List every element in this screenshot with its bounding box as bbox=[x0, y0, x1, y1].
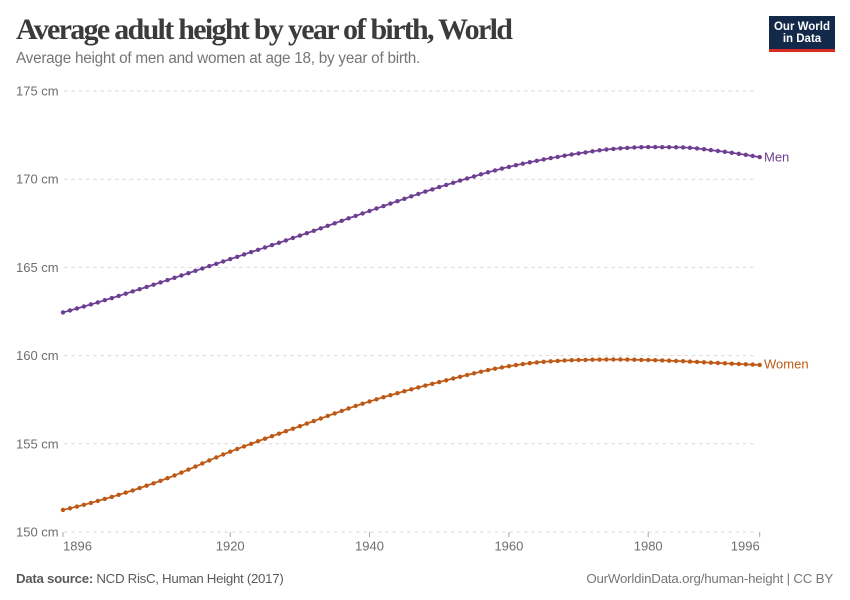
svg-text:1980: 1980 bbox=[634, 539, 663, 554]
svg-text:1896: 1896 bbox=[63, 539, 92, 554]
svg-text:150 cm: 150 cm bbox=[16, 525, 59, 540]
svg-text:165 cm: 165 cm bbox=[16, 260, 59, 275]
svg-text:1996: 1996 bbox=[731, 539, 760, 554]
svg-text:1960: 1960 bbox=[494, 539, 523, 554]
svg-text:1920: 1920 bbox=[216, 539, 245, 554]
svg-text:1940: 1940 bbox=[355, 539, 384, 554]
svg-text:175 cm: 175 cm bbox=[16, 84, 59, 99]
svg-text:Women: Women bbox=[764, 357, 809, 372]
svg-text:160 cm: 160 cm bbox=[16, 348, 59, 363]
svg-text:170 cm: 170 cm bbox=[16, 172, 59, 187]
svg-text:155 cm: 155 cm bbox=[16, 436, 59, 451]
svg-text:Men: Men bbox=[764, 150, 789, 165]
